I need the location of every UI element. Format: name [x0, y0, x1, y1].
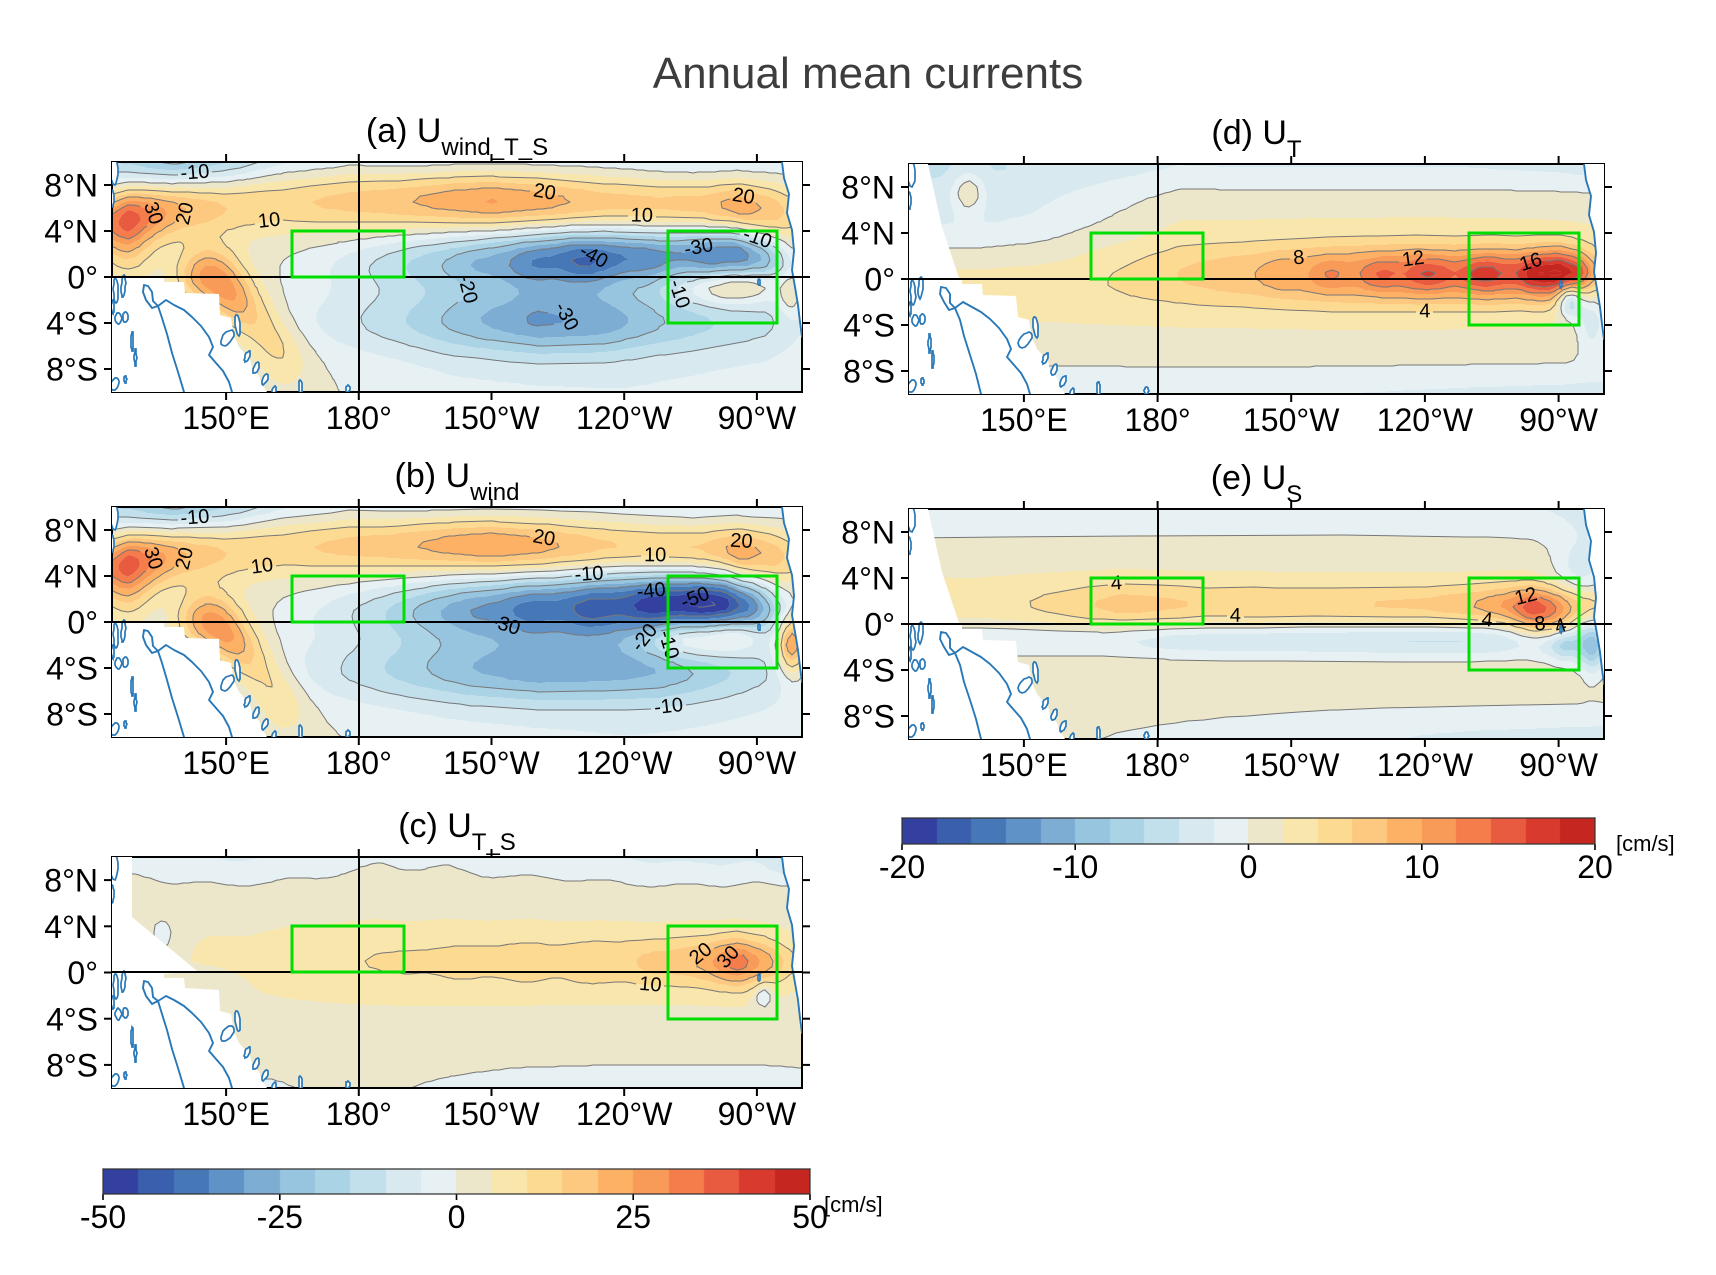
svg-text:-30: -30	[682, 234, 714, 261]
svg-text:4°S: 4°S	[46, 1001, 98, 1037]
svg-text:4°N: 4°N	[841, 561, 895, 597]
svg-text:12: 12	[1512, 583, 1539, 610]
svg-text:8°S: 8°S	[843, 699, 895, 735]
svg-text:4°N: 4°N	[44, 214, 98, 250]
svg-text:-10: -10	[180, 506, 211, 530]
svg-text:180°: 180°	[1125, 402, 1191, 438]
svg-text:150°W: 150°W	[443, 745, 540, 781]
svg-text:180°: 180°	[1125, 747, 1191, 783]
svg-text:8°N: 8°N	[44, 168, 98, 204]
svg-text:150°W: 150°W	[443, 400, 540, 436]
svg-text:-25: -25	[257, 1199, 303, 1235]
svg-text:20: 20	[531, 525, 557, 551]
svg-text:(c) U: (c) U	[398, 807, 472, 845]
svg-text:8°N: 8°N	[841, 170, 895, 206]
svg-text:(a) U: (a) U	[366, 112, 442, 150]
svg-text:150°W: 150°W	[1243, 402, 1340, 438]
svg-text:4: 4	[1419, 300, 1431, 322]
svg-text:-20: -20	[879, 849, 925, 885]
svg-text:90°W: 90°W	[718, 745, 797, 781]
svg-text:0°: 0°	[864, 607, 895, 643]
svg-text:4°S: 4°S	[843, 653, 895, 689]
svg-text:0°: 0°	[864, 262, 895, 298]
svg-text:10: 10	[250, 554, 275, 579]
svg-text:180°: 180°	[326, 400, 392, 436]
svg-text:150°E: 150°E	[980, 747, 1068, 783]
svg-text:4: 4	[1230, 605, 1241, 627]
svg-text:8: 8	[1292, 247, 1305, 270]
svg-text:-10: -10	[653, 694, 684, 719]
svg-text:0°: 0°	[67, 955, 98, 991]
svg-text:150°E: 150°E	[182, 400, 270, 436]
svg-text:4°N: 4°N	[44, 909, 98, 945]
svg-text:8°N: 8°N	[44, 513, 98, 549]
svg-text:150°W: 150°W	[1243, 747, 1340, 783]
svg-text:10: 10	[644, 544, 666, 566]
svg-text:wind_T_S: wind_T_S	[440, 134, 548, 161]
svg-text:150°W: 150°W	[443, 1096, 540, 1132]
svg-text:8°N: 8°N	[841, 515, 895, 551]
svg-text:120°W: 120°W	[1377, 747, 1474, 783]
svg-text:20: 20	[532, 180, 557, 205]
svg-text:T_S: T_S	[472, 829, 516, 856]
svg-text:90°W: 90°W	[1519, 747, 1598, 783]
svg-text:4°S: 4°S	[46, 651, 98, 687]
svg-text:10: 10	[257, 209, 282, 233]
svg-text:20: 20	[172, 200, 199, 227]
svg-text:10: 10	[631, 205, 654, 227]
svg-text:Annual mean currents: Annual mean currents	[653, 49, 1083, 98]
svg-text:50: 50	[792, 1199, 828, 1235]
svg-text:0°: 0°	[67, 260, 98, 296]
svg-text:120°W: 120°W	[576, 400, 673, 436]
svg-text:-50: -50	[80, 1199, 126, 1235]
svg-text:4°N: 4°N	[841, 216, 895, 252]
svg-text:0°: 0°	[67, 605, 98, 641]
svg-text:20: 20	[730, 530, 754, 553]
svg-text:4°S: 4°S	[46, 306, 98, 342]
svg-text:90°W: 90°W	[718, 400, 797, 436]
svg-text:120°W: 120°W	[576, 1096, 673, 1132]
svg-text:wind: wind	[469, 479, 519, 506]
svg-text:0: 0	[1240, 849, 1258, 885]
svg-text:25: 25	[615, 1199, 651, 1235]
svg-text:4°N: 4°N	[44, 559, 98, 595]
svg-text:150°E: 150°E	[980, 402, 1068, 438]
svg-text:[cm/s]: [cm/s]	[1616, 831, 1675, 856]
svg-text:-40: -40	[636, 579, 667, 604]
svg-text:(b) U: (b) U	[395, 457, 471, 495]
svg-text:(d) U: (d) U	[1211, 114, 1287, 152]
svg-text:T: T	[1287, 136, 1302, 163]
svg-text:-10: -10	[180, 161, 211, 185]
svg-text:12: 12	[1401, 247, 1426, 272]
svg-text:90°W: 90°W	[1519, 402, 1598, 438]
svg-text:90°W: 90°W	[718, 1096, 797, 1132]
svg-text:0: 0	[448, 1199, 466, 1235]
svg-text:8°S: 8°S	[843, 354, 895, 390]
svg-text:8°S: 8°S	[46, 352, 98, 388]
svg-text:(e) U: (e) U	[1211, 459, 1287, 497]
svg-text:150°E: 150°E	[182, 745, 270, 781]
svg-text:180°: 180°	[326, 745, 392, 781]
svg-text:S: S	[1286, 481, 1302, 508]
svg-text:10: 10	[1404, 849, 1440, 885]
svg-text:[cm/s]: [cm/s]	[824, 1192, 883, 1217]
svg-text:20: 20	[731, 184, 757, 209]
svg-text:120°W: 120°W	[1377, 402, 1474, 438]
svg-text:8°S: 8°S	[46, 697, 98, 733]
svg-text:-10: -10	[574, 562, 604, 586]
svg-text:4: 4	[1110, 572, 1123, 595]
svg-text:120°W: 120°W	[576, 745, 673, 781]
svg-text:8°N: 8°N	[44, 863, 98, 899]
svg-text:20: 20	[171, 545, 198, 572]
svg-text:180°: 180°	[326, 1096, 392, 1132]
svg-text:8°S: 8°S	[46, 1048, 98, 1084]
svg-text:20: 20	[1577, 849, 1613, 885]
svg-text:-10: -10	[1052, 849, 1098, 885]
svg-text:4: 4	[1481, 609, 1494, 632]
svg-text:10: 10	[638, 973, 662, 997]
svg-text:150°E: 150°E	[182, 1096, 270, 1132]
svg-text:4°S: 4°S	[843, 308, 895, 344]
